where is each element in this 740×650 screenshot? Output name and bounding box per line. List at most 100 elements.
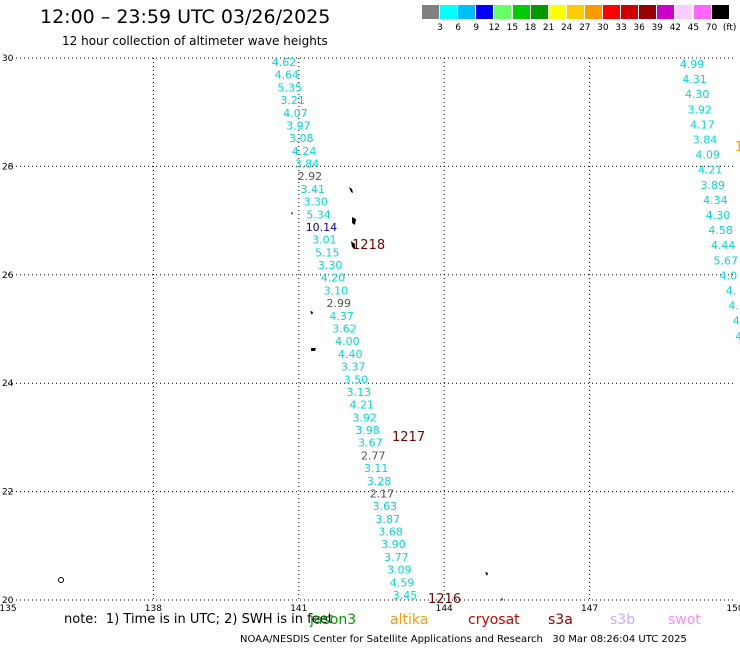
scale-swatch	[603, 5, 620, 19]
swh-value: 10.14	[306, 221, 338, 234]
swh-value: 4.31	[682, 73, 707, 86]
swh-value: 5.15	[315, 246, 340, 259]
swh-value: 4.58	[708, 224, 733, 237]
swh-value: 4.21	[698, 164, 723, 177]
track-label: 1218	[352, 238, 385, 253]
swh-value: 3.84	[295, 158, 320, 171]
swh-value: 4.34	[703, 194, 728, 207]
satellite-legend-item: swot	[668, 612, 701, 628]
altimeter-track-right: 4.99 4.31 4.30 3.92 4.17 3.84 4.09 4.21 3.89 4.34…	[680, 58, 740, 343]
scale-swatch	[422, 5, 439, 19]
scale-swatch	[566, 5, 584, 19]
scale-swatch	[675, 5, 693, 19]
scale-swatch	[693, 5, 711, 19]
swh-value: 3.01	[312, 234, 337, 247]
swh-value: 4.	[726, 285, 737, 298]
scale-label: 9	[473, 23, 480, 33]
swh-value: 3.68	[378, 526, 403, 539]
swh-value: 5.35	[278, 81, 303, 94]
scale-swatch	[584, 5, 602, 19]
swh-value: 3.87	[375, 513, 400, 526]
scale-label: 33	[615, 23, 627, 33]
map-subtitle: 12 hour collection of altimeter wave hei…	[62, 34, 328, 48]
swh-value: 4.59	[390, 576, 415, 589]
swh-value: 5.67	[714, 254, 739, 267]
swh-value: 3.89	[701, 179, 726, 192]
scale-label: 36	[633, 23, 645, 33]
swh-value: 4.17	[690, 118, 715, 131]
scale-swatch	[512, 5, 530, 19]
lon-tick-label: 150	[726, 604, 740, 614]
lon-tick-label: 135	[0, 604, 17, 614]
satellite-legend-item: altika	[390, 612, 429, 628]
satellite-legend-item: jason3	[310, 612, 357, 628]
swh-value: 3.92	[688, 103, 713, 116]
swh-value: 5.34	[306, 208, 331, 221]
scale-swatch	[639, 5, 657, 19]
scale-label: 39	[651, 23, 663, 33]
scale-label: 45	[687, 23, 700, 33]
swh-value: 4	[735, 330, 740, 343]
swh-value: 3.13	[347, 386, 372, 399]
scale-label: 18	[524, 23, 537, 33]
swh-value: 3.77	[384, 551, 409, 564]
track-label: 1	[735, 140, 740, 155]
lon-tick-label: 147	[581, 604, 598, 614]
swh-value: 3.45	[393, 589, 418, 602]
scale-label: 70	[705, 23, 718, 33]
lat-tick-label: 26	[2, 271, 14, 281]
track-pass-labels: 1218 1217 1216 1	[352, 140, 740, 607]
swh-value: 3.08	[289, 132, 314, 145]
lat-tick-label: 28	[2, 162, 14, 172]
scale-swatch	[476, 5, 494, 19]
swh-value: 3.98	[355, 424, 380, 437]
swh-value: 4.62	[272, 56, 297, 69]
scale-label: 3	[437, 23, 443, 33]
island-outlines	[58, 187, 503, 601]
axis-tick-labels: 135138141144147150302826242220	[0, 54, 740, 614]
track-label: 1216	[428, 592, 461, 607]
swh-value: 3.90	[381, 538, 406, 551]
lat-tick-label: 20	[2, 596, 14, 606]
scale-swatch	[711, 5, 729, 19]
map-title: 12:00 – 23:59 UTC 03/26/2025	[40, 6, 331, 28]
scale-unit: (ft)	[722, 23, 737, 33]
scale-label: 6	[455, 23, 461, 33]
lat-tick-label: 30	[2, 54, 14, 64]
swh-value: 3.63	[373, 500, 398, 513]
swh-value: 2.99	[326, 297, 351, 310]
swh-value: 3.92	[352, 411, 377, 424]
scale-label: 42	[669, 23, 682, 33]
swh-value: 4.24	[292, 145, 317, 158]
swh-value: 4.21	[350, 399, 375, 412]
scale-swatch	[621, 5, 639, 19]
scale-label: 12	[488, 23, 501, 33]
credit-footer: NOAA/NESDIS Center for Satellite Applica…	[240, 634, 687, 645]
swh-value: 3.84	[693, 134, 718, 147]
swh-value: 4.00	[335, 335, 360, 348]
swh-value: 2.77	[361, 449, 386, 462]
swh-value: 4	[733, 315, 740, 328]
swh-value: 4.0	[720, 269, 738, 282]
swh-value: 3.50	[344, 373, 369, 386]
lat-lon-grid	[8, 57, 735, 601]
swh-value: 3.30	[303, 196, 328, 209]
footnote: note: 1) Time is in UTC; 2) SWH is in fe…	[64, 612, 333, 627]
swh-value: 3.97	[286, 119, 311, 132]
swh-value: 3.30	[318, 259, 343, 272]
swh-value: 2.92	[298, 170, 323, 183]
swh-value: 4.64	[275, 69, 300, 82]
swh-value: 3.11	[364, 462, 389, 475]
swh-value: 4.09	[695, 149, 720, 162]
satellite-legend-item: cryosat	[468, 612, 520, 628]
swh-value: 4.40	[338, 348, 363, 361]
swh-value: 4.30	[706, 209, 731, 222]
track-label: 1217	[392, 430, 425, 445]
swh-value: 4.99	[680, 58, 705, 71]
lat-tick-label: 22	[2, 488, 13, 498]
scale-swatch	[440, 5, 458, 19]
lon-tick-label: 138	[145, 604, 162, 614]
swh-value: 3.62	[332, 323, 357, 336]
swh-value: 3.67	[358, 437, 383, 450]
